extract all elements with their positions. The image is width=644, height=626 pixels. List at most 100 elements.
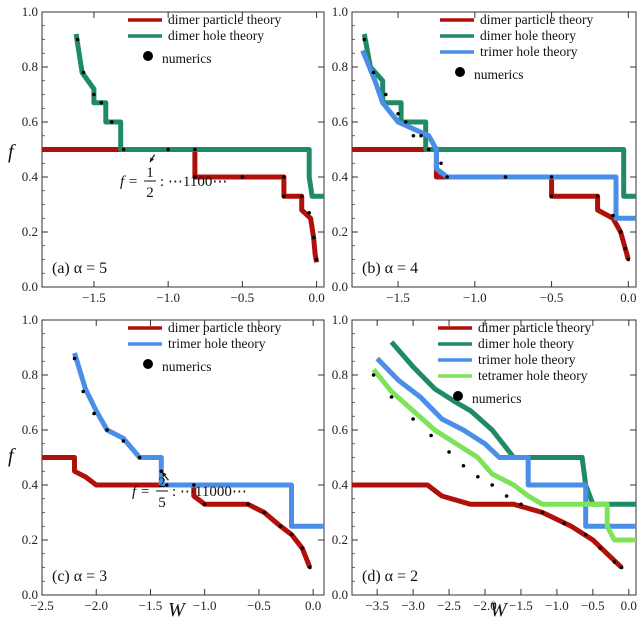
x-tick-label: 0.0 xyxy=(308,290,324,305)
series-group xyxy=(42,352,324,570)
annotation-numerator: 2 xyxy=(158,475,166,491)
y-tick-label: 0.6 xyxy=(22,114,39,129)
numerics-point xyxy=(396,111,400,116)
y-tick-label: 0.8 xyxy=(22,59,38,74)
numerics-point xyxy=(490,483,495,487)
numerics-point xyxy=(240,175,245,179)
numerics-point xyxy=(121,147,126,152)
numerics-point xyxy=(419,133,423,138)
y-tick-label: 0.8 xyxy=(332,367,348,382)
annotation-denominator: 5 xyxy=(158,495,166,511)
numerics-point xyxy=(519,502,523,507)
series-group xyxy=(352,33,636,262)
y-tick-label: 0.8 xyxy=(22,367,38,382)
annotation-arrow-head xyxy=(162,472,167,477)
numerics-point xyxy=(411,133,416,138)
numerics-point xyxy=(299,194,304,199)
legend-label: dimer particle theory xyxy=(168,320,281,335)
numerics-point xyxy=(611,213,615,218)
annotation-suffix: : ⋯1100⋯ xyxy=(160,174,227,190)
x-tick-label: −1.5 xyxy=(386,290,410,305)
x-tick-label: −0.5 xyxy=(247,598,271,613)
panel-1: 0.0 0.2 0.4 0.6 0.8 1.0 −1.5 −1.0 −0.5 0.0 dimer p… xyxy=(22,4,325,305)
numerics-point xyxy=(583,532,588,537)
x-tick-label: −1.5 xyxy=(82,290,106,305)
legend-label: dimer hole theory xyxy=(168,28,264,43)
x-tick-label: −1.0 xyxy=(545,598,569,613)
numerics-point xyxy=(137,455,142,460)
numerics-point xyxy=(246,502,250,507)
series-group xyxy=(42,33,324,263)
legend-label: numerics xyxy=(474,67,524,82)
annotation-denominator: 2 xyxy=(146,185,154,201)
legend-label: dimer particle theory xyxy=(478,320,591,335)
numerics-point xyxy=(311,235,316,240)
x-tick-label: −0.5 xyxy=(581,598,605,613)
numerics-point xyxy=(619,565,624,570)
annotation-prefix: f = xyxy=(132,484,150,500)
legend-numerics-marker xyxy=(453,391,463,401)
numerics-point xyxy=(626,257,631,262)
numerics-point xyxy=(99,100,104,105)
numerics-point xyxy=(109,120,114,124)
numerics-point xyxy=(612,560,617,564)
numerics-point xyxy=(411,417,415,421)
series-tetramer-hole-theory xyxy=(371,367,636,543)
series-trimer-hole-theory xyxy=(375,356,636,529)
legend-label: dimer particle theory xyxy=(168,12,281,27)
numerics-point xyxy=(314,257,319,262)
legend-numerics-marker xyxy=(455,67,465,77)
numerics-point xyxy=(193,147,197,152)
y-tick-label: 0.4 xyxy=(332,169,349,184)
numerics-point xyxy=(81,70,86,75)
y-axis-label-bottom: f xyxy=(8,445,16,467)
y-tick-label: 0.4 xyxy=(22,169,39,184)
numerics-point xyxy=(105,428,109,432)
annotation-numerator: 1 xyxy=(146,165,154,181)
legend-numerics-marker xyxy=(143,359,153,369)
annotation: f = 1 2: ⋯1100⋯ xyxy=(120,154,227,201)
y-tick-label: 0.6 xyxy=(332,422,349,437)
x-tick-label: −1.5 xyxy=(139,598,163,613)
numerics-point xyxy=(383,92,388,97)
numerics-point xyxy=(202,502,207,507)
x-tick-label: 0.0 xyxy=(620,290,636,305)
numerics-point xyxy=(166,147,170,152)
x-tick-label: −3.0 xyxy=(401,598,425,613)
panel-2: 0.0 0.2 0.4 0.6 0.8 1.0 −1.5 −1.0 −0.5 0.0 dimer p… xyxy=(332,4,637,305)
panel-label: (c) α = 3 xyxy=(52,568,107,585)
panels-group: 0.0 0.2 0.4 0.6 0.8 1.0 −1.5 −1.0 −0.5 0.0 dimer p… xyxy=(22,4,637,613)
x-tick-label: 0.0 xyxy=(305,598,321,613)
y-tick-label: 0.2 xyxy=(22,532,38,547)
x-tick-label: −0.5 xyxy=(231,290,255,305)
x-tick-label: −2.0 xyxy=(84,598,108,613)
numerics-point xyxy=(371,373,376,377)
x-tick-label: 0.0 xyxy=(621,598,637,613)
x-tick-label: −2.5 xyxy=(437,598,461,613)
series-trimer-hole-theory xyxy=(360,49,636,221)
y-tick-label: 0.4 xyxy=(332,477,349,492)
numerics-point xyxy=(362,37,367,42)
legend-label: numerics xyxy=(162,359,212,374)
series-dimer-particle-theory xyxy=(42,147,320,263)
series-group xyxy=(352,340,636,570)
annotation-suffix: : ⋯11000⋯ xyxy=(172,484,247,500)
numerics-point xyxy=(504,494,509,498)
y-tick-label: 1.0 xyxy=(332,4,348,19)
x-axis-label-left: W xyxy=(168,599,187,621)
annotation-arrow-head xyxy=(150,157,154,162)
numerics-point xyxy=(426,147,431,152)
x-tick-label: −3.5 xyxy=(365,598,389,613)
legend-label: tetramer hole theory xyxy=(478,368,588,383)
numerics-point xyxy=(262,510,267,515)
numerics-point xyxy=(403,120,408,124)
numerics-point xyxy=(300,546,305,551)
numerics-point xyxy=(92,92,96,97)
numerics-point xyxy=(308,565,312,570)
y-tick-label: 1.0 xyxy=(22,312,38,327)
series-dimer-particle-theory xyxy=(352,147,631,261)
y-tick-label: 0.2 xyxy=(22,224,38,239)
numerics-point xyxy=(75,37,80,42)
